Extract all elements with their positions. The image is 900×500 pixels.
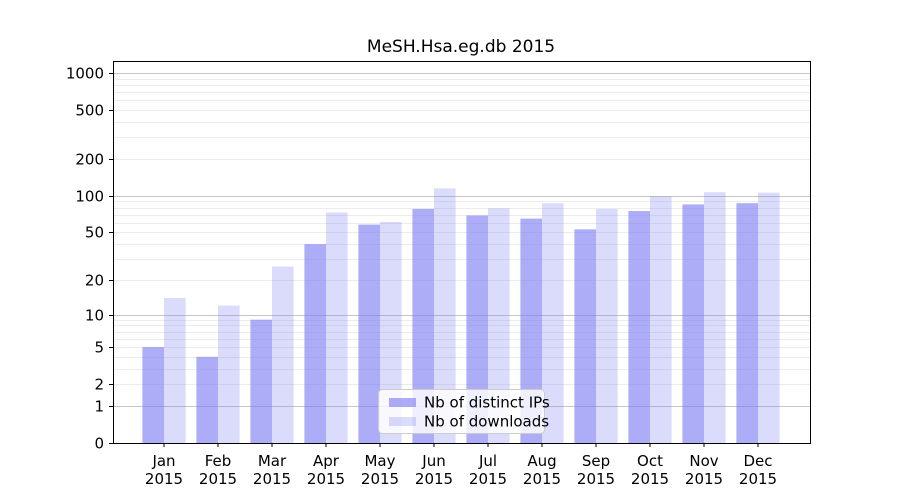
- bar-jan-distinct-ips: [142, 347, 164, 443]
- bar-may-downloads: [380, 221, 402, 443]
- bar-oct-distinct-ips: [628, 211, 650, 443]
- x-tick-label-year: 2015: [523, 470, 561, 488]
- bar-jul-distinct-ips: [466, 215, 488, 443]
- bar-sep-distinct-ips: [574, 229, 596, 443]
- y-tick-label: 5: [94, 339, 104, 357]
- y-tick-label: 10: [85, 307, 104, 325]
- bars-layer: [142, 188, 780, 443]
- x-tick-label-year: 2015: [685, 470, 723, 488]
- x-tick-label-month: Oct: [637, 452, 663, 470]
- chart-title: MeSH.Hsa.eg.db 2015: [367, 37, 555, 57]
- y-tick-label: 20: [85, 272, 104, 290]
- x-tick-label-month: Jun: [421, 452, 445, 470]
- y-tick-label: 1: [94, 398, 104, 416]
- y-tick-label: 2: [94, 376, 104, 394]
- x-tick-label-month: Apr: [313, 452, 340, 470]
- bar-feb-distinct-ips: [196, 356, 218, 443]
- bar-mar-distinct-ips: [250, 319, 272, 443]
- legend-swatch-downloads: [389, 417, 416, 426]
- y-tick-label: 500: [75, 102, 104, 120]
- x-tick-label-year: 2015: [199, 470, 237, 488]
- bar-may-distinct-ips: [358, 224, 380, 443]
- bar-apr-distinct-ips: [304, 244, 326, 443]
- bar-nov-downloads: [704, 192, 726, 443]
- bar-nov-distinct-ips: [682, 204, 704, 443]
- x-tick-label-month: Sep: [582, 452, 610, 470]
- x-tick-label-year: 2015: [415, 470, 453, 488]
- y-tick-label: 1000: [66, 65, 104, 83]
- x-tick-label-year: 2015: [631, 470, 669, 488]
- bar-jan-downloads: [164, 297, 186, 443]
- y-tick-label: 50: [85, 224, 104, 242]
- bar-aug-distinct-ips: [520, 218, 542, 443]
- bar-jun-downloads: [434, 188, 456, 443]
- y-tick-label: 0: [94, 435, 104, 453]
- x-tick-label-month: Feb: [205, 452, 232, 470]
- x-tick-label-month: Aug: [527, 452, 556, 470]
- bar-jun-distinct-ips: [412, 208, 434, 443]
- legend-label-distinct-ips: Nb of distinct IPs: [424, 394, 550, 412]
- y-tick-label: 200: [75, 151, 104, 169]
- legend-label-downloads: Nb of downloads: [424, 413, 549, 431]
- x-tick-label-month: Mar: [258, 452, 287, 470]
- x-tick-label-year: 2015: [145, 470, 183, 488]
- bar-jul-downloads: [488, 208, 510, 443]
- bar-dec-distinct-ips: [736, 203, 758, 443]
- x-tick-label-year: 2015: [739, 470, 777, 488]
- x-tick-label-month: Jan: [151, 452, 175, 470]
- y-tick-label: 100: [75, 188, 104, 206]
- bar-apr-downloads: [326, 212, 348, 443]
- plot-border: [113, 61, 811, 444]
- x-tick-label-year: 2015: [253, 470, 291, 488]
- x-tick-label-year: 2015: [469, 470, 507, 488]
- x-tick-label-year: 2015: [307, 470, 345, 488]
- bar-feb-downloads: [218, 305, 240, 443]
- x-tick-label-month: Nov: [689, 452, 718, 470]
- bar-aug-downloads: [542, 203, 564, 443]
- x-tick-label-month: Jul: [478, 452, 497, 470]
- x-tick-label-year: 2015: [361, 470, 399, 488]
- x-tick-label-year: 2015: [577, 470, 615, 488]
- axes-layer: 01251020501002005001000Jan2015Feb2015Mar…: [66, 61, 811, 488]
- bar-mar-downloads: [272, 266, 294, 443]
- legend-swatch-distinct-ips: [389, 398, 416, 407]
- bar-oct-downloads: [650, 196, 672, 443]
- bar-sep-downloads: [596, 208, 618, 443]
- x-tick-label-month: Dec: [743, 452, 772, 470]
- x-tick-label-month: May: [364, 452, 395, 470]
- bar-dec-downloads: [758, 192, 780, 443]
- legend-box: [378, 389, 545, 434]
